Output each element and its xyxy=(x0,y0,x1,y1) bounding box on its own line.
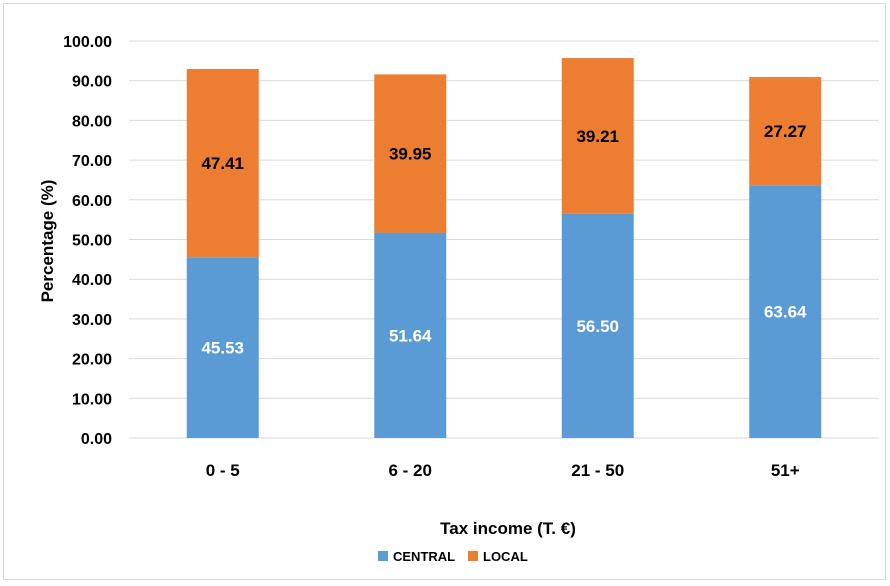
y-tick-label: 0.00 xyxy=(81,431,112,448)
bar-central xyxy=(749,185,822,438)
x-axis-label: Tax income (T. €) xyxy=(440,519,576,538)
bar-central xyxy=(186,257,259,438)
bar-central xyxy=(374,232,447,438)
y-tick-label: 50.00 xyxy=(72,233,112,250)
data-label: 39.21 xyxy=(576,127,619,146)
data-labels: 45.53 47.41 51.64 39.95 56.50 39.21 63.64 27.27 xyxy=(201,122,807,357)
data-label: 39.95 xyxy=(389,145,432,164)
y-tick-label: 40.00 xyxy=(72,272,112,289)
y-tick-label: 60.00 xyxy=(72,193,112,210)
data-label: 47.41 xyxy=(201,154,244,173)
legend-label: LOCAL xyxy=(483,549,528,564)
x-tick-label: 6 - 20 xyxy=(389,461,432,480)
x-tick-label: 21 - 50 xyxy=(571,461,624,480)
bar-local xyxy=(374,74,447,233)
x-tick-label: 0 - 5 xyxy=(206,461,240,480)
data-label: 27.27 xyxy=(764,122,807,141)
bar-local xyxy=(561,58,634,214)
y-tick-label: 80.00 xyxy=(72,113,112,130)
bars xyxy=(186,58,822,438)
legend-label: CENTRAL xyxy=(393,549,455,564)
legend: CENTRAL LOCAL xyxy=(378,549,528,564)
bar-local xyxy=(749,77,822,186)
y-tick-label: 100.00 xyxy=(63,34,112,51)
data-label: 56.50 xyxy=(576,317,619,336)
y-axis-ticks: 0.00 10.00 20.00 30.00 40.00 50.00 60.00 70.00 8… xyxy=(63,34,112,448)
legend-swatch xyxy=(378,551,388,561)
x-tick-label: 51+ xyxy=(771,461,800,480)
stacked-bar-chart: 0.00 10.00 20.00 30.00 40.00 50.00 60.00 70.00 8… xyxy=(38,34,879,564)
y-tick-label: 10.00 xyxy=(72,391,112,408)
bar-central xyxy=(561,213,634,438)
y-tick-label: 30.00 xyxy=(72,312,112,329)
data-label: 63.64 xyxy=(764,303,807,322)
y-tick-label: 20.00 xyxy=(72,352,112,369)
legend-swatch xyxy=(468,551,478,561)
x-axis-ticks: 0 - 5 6 - 20 21 - 50 51+ xyxy=(206,461,800,480)
y-axis-label: Percentage (%) xyxy=(38,180,57,303)
y-tick-label: 70.00 xyxy=(72,153,112,170)
bar-local xyxy=(186,69,259,258)
data-label: 51.64 xyxy=(389,326,432,345)
data-label: 45.53 xyxy=(201,339,244,358)
chart-frame: 0.00 10.00 20.00 30.00 40.00 50.00 60.00 70.00 8… xyxy=(3,3,886,580)
y-tick-label: 90.00 xyxy=(72,74,112,91)
